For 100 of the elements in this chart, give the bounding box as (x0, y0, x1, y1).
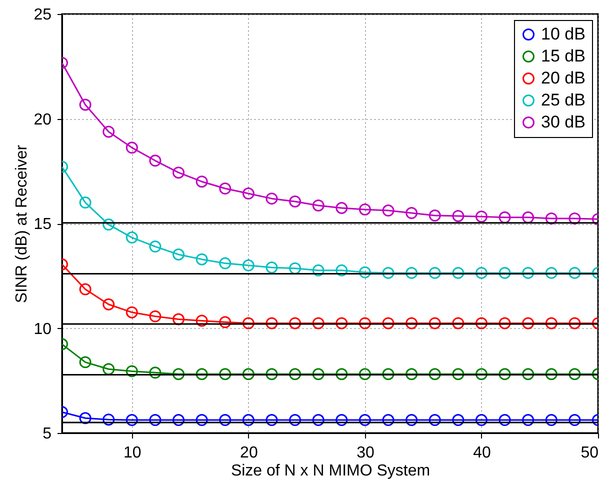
point (406, 207, 418, 220)
point (452, 266, 464, 279)
point (79, 196, 92, 209)
point (196, 314, 208, 327)
point (172, 248, 185, 260)
point (102, 414, 115, 426)
point (382, 317, 394, 330)
point (289, 196, 302, 208)
point (428, 266, 441, 279)
point (312, 368, 324, 380)
point (289, 317, 302, 330)
point (266, 317, 278, 330)
x-tick-label: 50 (580, 444, 599, 462)
point (79, 98, 92, 111)
point (522, 414, 534, 426)
point (475, 317, 488, 330)
x-tick-label: 40 (473, 444, 491, 462)
y-tick-label: 15 (34, 216, 52, 233)
point (428, 317, 441, 330)
point (568, 414, 581, 426)
point (79, 356, 92, 368)
point (545, 317, 558, 330)
point (102, 218, 115, 231)
point (219, 257, 232, 270)
point (475, 368, 488, 380)
point (196, 176, 208, 188)
y-tick-label: 5 (42, 426, 52, 442)
point (568, 212, 581, 224)
point (196, 414, 208, 426)
point (498, 317, 511, 330)
point (545, 212, 558, 224)
point (498, 414, 511, 426)
point (382, 368, 394, 380)
legend-label: 20 dB (541, 68, 586, 88)
point (266, 262, 278, 274)
point (266, 368, 278, 380)
y-tick-label: 20 (34, 111, 52, 128)
point (149, 310, 162, 322)
point (568, 368, 581, 380)
point (475, 266, 488, 279)
point (336, 414, 348, 426)
point (289, 414, 302, 426)
point (172, 368, 185, 380)
point (522, 211, 534, 224)
x-tick-label: 30 (356, 444, 374, 462)
legend-label: 30 dB (541, 112, 586, 132)
point (126, 232, 138, 244)
point (382, 266, 394, 279)
point (336, 368, 348, 380)
point (475, 210, 488, 223)
point (406, 317, 418, 330)
point (498, 266, 511, 279)
point (242, 317, 254, 330)
point (382, 414, 394, 426)
point (358, 266, 371, 278)
point (242, 414, 254, 426)
point (149, 154, 162, 167)
point (498, 211, 511, 224)
point (382, 204, 394, 216)
y-tick-label: 10 (34, 320, 52, 338)
point (172, 166, 185, 179)
point (149, 366, 162, 379)
point (545, 414, 558, 426)
point (568, 317, 581, 330)
point (406, 368, 418, 380)
point (568, 266, 581, 279)
point (219, 414, 232, 426)
point (312, 317, 324, 330)
point (358, 414, 371, 426)
point (452, 414, 464, 426)
x-axis-title: Size of N x N MIMO System (230, 462, 430, 480)
point (79, 412, 92, 424)
point (406, 414, 418, 426)
point (358, 317, 371, 330)
point (336, 264, 348, 276)
point (522, 368, 534, 380)
point (149, 240, 162, 253)
point (242, 188, 254, 200)
point (452, 210, 464, 222)
point (266, 414, 278, 426)
point (219, 182, 232, 194)
point (126, 142, 138, 154)
point (545, 368, 558, 380)
point (149, 414, 162, 426)
point (102, 126, 115, 138)
point (336, 202, 348, 214)
point (358, 203, 371, 216)
point (545, 266, 558, 279)
point (289, 262, 302, 274)
legend-label: 10 dB (541, 24, 586, 44)
point (475, 414, 488, 426)
point (219, 368, 232, 380)
x-tick-label: 20 (240, 444, 258, 462)
x-tick-label: 10 (124, 444, 142, 462)
point (522, 266, 534, 279)
point (428, 368, 441, 380)
y-tick-label: 25 (34, 6, 52, 24)
point (172, 414, 185, 426)
point (126, 414, 138, 426)
point (196, 253, 208, 266)
